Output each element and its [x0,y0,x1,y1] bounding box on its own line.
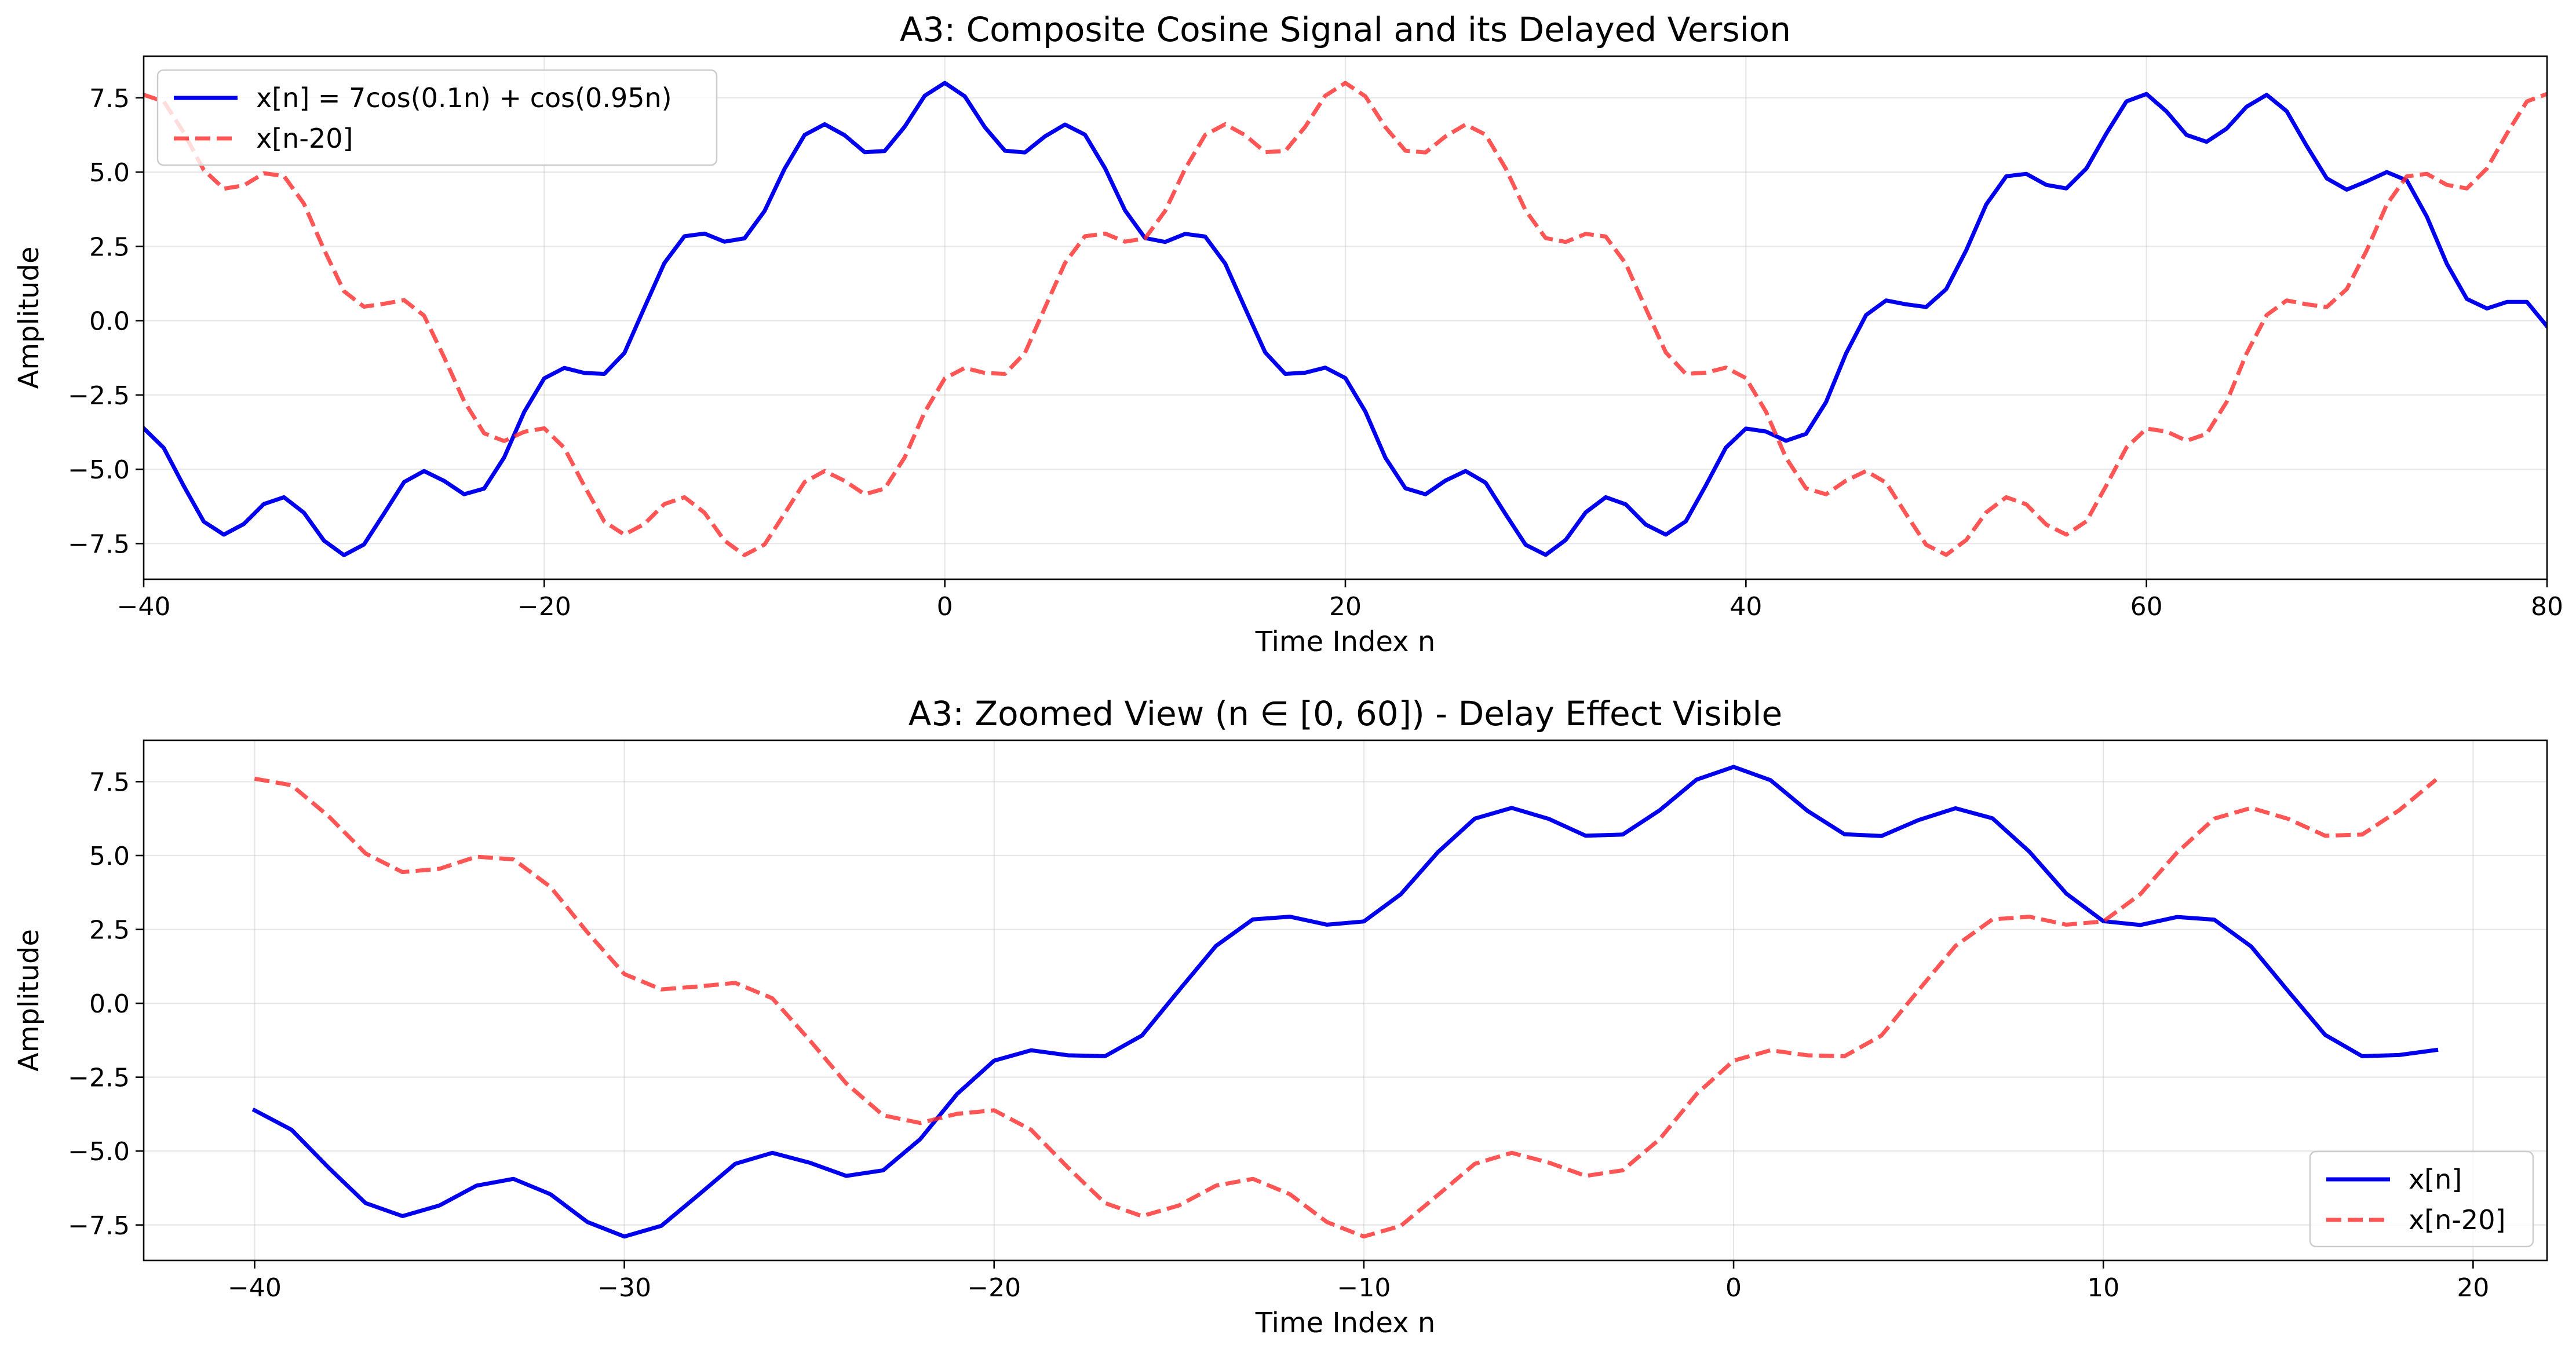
chart-1-legend-label-1: x[n] = 7cos(0.1n) + cos(0.95n) [256,82,672,114]
chart-1-ytick-label-5: 5.0 [89,158,130,188]
chart-2-series-group [251,765,2439,1239]
chart-2-ytick-label-2: −2.5 [68,1063,130,1093]
chart-2-axes-frame [143,739,2548,1262]
chart-1-xtick-label-0: −40 [117,592,171,622]
chart-2-series-1-line [251,765,2439,1239]
chart-1-ytick-label-6: 7.5 [89,84,130,114]
chart-2-series-2-line [254,776,2438,1239]
chart-1-xtick-label-2: 0 [937,592,953,622]
chart-1-ytick-label-4: 2.5 [89,232,130,262]
chart-1-series-2-line [144,81,2547,557]
chart-1: −40 −20 0 20 40 60 80 −7.5 −5.0 −2.5 0.0 2.5 5.0 7.5 A… [13,10,2563,658]
chart-1-xlabel: Time Index n [1255,626,1436,658]
chart-2: −40 −30 −20 −10 0 10 20 −7.5 −5.0 −2.5 0.0 2.5 5.0 7.… [13,694,2548,1339]
chart-2-xtick-label-4: 0 [1725,1273,1742,1303]
chart-1-legend-label-2: x[n-20] [256,123,353,154]
chart-1-ytick-label-3: 0.0 [89,307,130,337]
chart-2-legend: x[n] x[n-20] [2309,1150,2534,1248]
chart-2-ytick-label-3: 0.0 [89,989,130,1019]
chart-2-ytick-label-1: −5.0 [68,1137,130,1167]
chart-1-series-1-line [144,81,2547,557]
chart-1-xtick-label-3: 20 [1329,592,1362,622]
chart-1-title: A3: Composite Cosine Signal and its Dela… [900,10,1791,49]
chart-2-ylabel: Amplitude [13,929,45,1072]
chart-1-xtick-label-6: 80 [2531,592,2563,622]
chart-2-legend-box [2309,1150,2534,1248]
chart-2-ytick-label-5: 5.0 [89,842,130,871]
chart-2-xlabel: Time Index n [1255,1307,1436,1339]
chart-2-ytick-label-6: 7.5 [89,767,130,797]
chart-1-ytick-label-1: −5.0 [68,455,130,485]
chart-2-ytick-label-4: 2.5 [89,916,130,945]
chart-1-ytick-label-0: −7.5 [68,529,130,559]
chart-1-ytick-label-2: −2.5 [68,381,130,411]
chart-2-title: A3: Zoomed View (n ∈ [0, 60]) - Delay Ef… [908,694,1782,733]
chart-2-xtick-label-5: 10 [2087,1273,2119,1303]
chart-2-xtick-label-6: 20 [2457,1273,2489,1303]
chart-2-ytick-label-0: −7.5 [68,1211,130,1241]
chart-1-xtick-label-5: 60 [2130,592,2163,622]
chart-2-xtick-label-1: −30 [597,1273,651,1303]
chart-1-legend-box [156,69,718,166]
chart-2-legend-label-2: x[n-20] [2409,1204,2505,1236]
chart-1-xtick-label-4: 40 [1730,592,1762,622]
chart-1-series-group [144,81,2547,557]
chart-1-ylabel: Amplitude [13,247,45,389]
chart-1-xtick-label-1: −20 [517,592,571,622]
chart-2-legend-label-1: x[n] [2409,1164,2462,1195]
chart-2-xtick-label-3: −10 [1337,1273,1391,1303]
chart-1-legend: x[n] = 7cos(0.1n) + cos(0.95n) x[n-20] [156,69,718,166]
chart-2-xtick-label-0: −40 [228,1273,282,1303]
chart-2-xtick-label-2: −20 [967,1273,1021,1303]
